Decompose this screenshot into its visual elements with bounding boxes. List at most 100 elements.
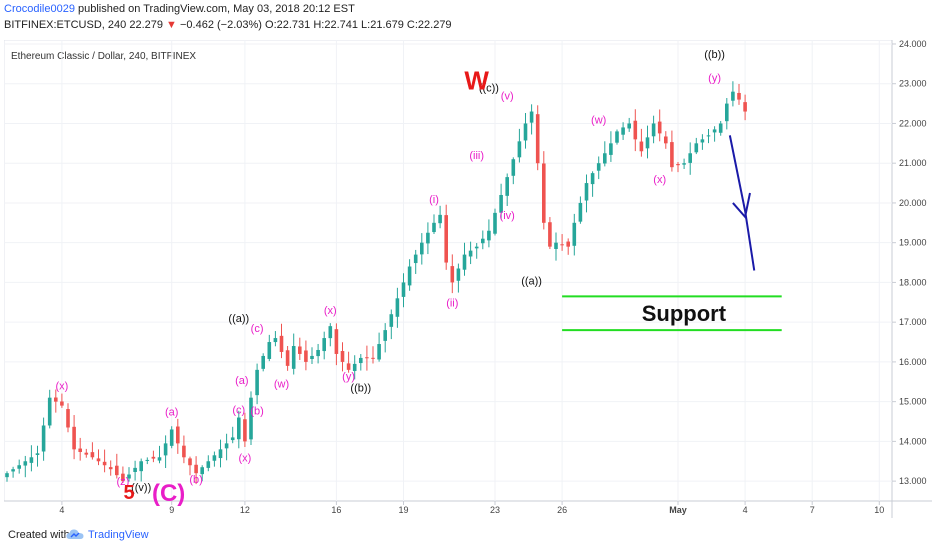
candle-body — [737, 92, 741, 100]
candle-body — [267, 342, 272, 359]
x-tick-label: 7 — [810, 505, 815, 515]
candle-body — [316, 349, 320, 357]
candle-body — [249, 397, 253, 440]
footer: Created with TradingView — [0, 520, 932, 550]
candle-body — [365, 357, 369, 359]
candle-body — [78, 448, 82, 452]
tradingview-cloud-icon[interactable] — [66, 528, 84, 540]
candle-body — [108, 467, 113, 470]
candle-body — [285, 350, 290, 366]
candle-body — [255, 369, 259, 396]
candle-body — [340, 351, 345, 362]
time-axis: 4 9 12 16 19 23 26 May 4 7 10 — [59, 501, 884, 515]
candle-body — [304, 350, 308, 362]
wave-label: ((b)) — [350, 383, 371, 395]
candle-body — [560, 244, 564, 246]
tradingview-link[interactable]: TradingView — [88, 529, 149, 541]
wave-label: (v) — [501, 91, 514, 103]
candle-body — [609, 143, 613, 155]
wave-label: (a) — [165, 407, 178, 419]
wave-labels: (x)(z) ((v))(a)(b)(c) (b)(x)(a)((a))(c)(w)… — [55, 49, 725, 507]
candle-body — [310, 355, 314, 359]
y-tick-label: 14.000 — [899, 436, 927, 446]
candle-body — [481, 238, 485, 244]
x-tick-label: 9 — [169, 505, 174, 515]
candle-body — [712, 129, 717, 133]
candle-body — [438, 214, 442, 224]
candle-body — [474, 246, 479, 249]
candle-body — [47, 397, 52, 426]
candle-body — [639, 141, 644, 152]
x-tick-label: 4 — [59, 505, 64, 515]
candle-body — [529, 111, 534, 123]
candle-body — [359, 357, 363, 364]
y-tick-label: 17.000 — [899, 317, 927, 327]
candle-body — [401, 282, 406, 297]
candle-body — [572, 222, 577, 246]
candle-body — [603, 153, 607, 164]
candle-body — [5, 473, 9, 478]
candle-body — [432, 222, 436, 233]
candle-body — [444, 215, 448, 263]
candle-body — [590, 173, 595, 185]
candle-body — [682, 163, 686, 165]
candle-body — [468, 250, 473, 257]
candle-body — [334, 329, 339, 354]
candle-body — [542, 163, 546, 223]
x-tick-label: May — [669, 505, 687, 515]
candle-body — [407, 266, 412, 286]
candle-body — [627, 123, 631, 129]
wave-label: ((c)) — [479, 83, 499, 95]
candle-body — [676, 164, 680, 166]
wave-label: (ii) — [446, 297, 458, 309]
chart-area[interactable]: Ethereum Classic / Dollar, 240, BITFINEX… — [4, 40, 932, 518]
candle-body — [145, 459, 150, 461]
author-link[interactable]: Crocodile0029 — [4, 3, 75, 15]
wave-label: (x) — [238, 452, 251, 464]
candle-body — [621, 127, 625, 135]
candle-body — [584, 183, 589, 201]
candle-body — [725, 103, 729, 122]
projection-path — [728, 135, 756, 271]
wave-label: (b) — [250, 405, 263, 417]
candles — [5, 81, 747, 485]
price-chart[interactable]: Ethereum Classic / Dollar, 240, BITFINEX… — [4, 40, 932, 518]
y-tick-label: 22.000 — [899, 118, 927, 128]
wave-label: (x) — [324, 305, 337, 317]
y-tick-label: 18.000 — [899, 277, 927, 287]
candle-body — [493, 212, 497, 234]
plot-frame — [4, 40, 893, 502]
candle-body — [718, 123, 723, 133]
publish-info: published on TradingView.com, May 03, 20… — [78, 3, 355, 15]
candle-body — [261, 355, 265, 369]
candle-body — [456, 268, 461, 281]
candle-body — [578, 202, 583, 222]
candle-body — [72, 426, 76, 450]
candle-body — [35, 453, 40, 455]
candle-body — [395, 298, 400, 317]
candle-body — [505, 177, 509, 196]
wave-label: ((a)) — [228, 313, 249, 325]
wave-label: (i) — [429, 194, 439, 206]
wave-label: (a) — [235, 375, 248, 387]
candle-body — [127, 474, 131, 479]
candle-body — [102, 461, 107, 466]
candle-body — [670, 142, 674, 168]
support-zone: Support — [562, 295, 782, 332]
symbol-line: BITFINEX:ETCUSD, 240 22.279 ▼ −0.462 (−2… — [4, 19, 452, 31]
candle-body — [328, 326, 333, 339]
candle-body — [700, 139, 705, 143]
wave-label: ((a)) — [521, 275, 542, 287]
candle-body — [743, 102, 747, 112]
candle-body — [23, 461, 28, 466]
x-tick-label: 19 — [398, 505, 408, 515]
wave-label: (y) — [708, 73, 721, 85]
candle-body — [194, 464, 198, 474]
candle-body — [243, 419, 247, 442]
candle-body — [212, 455, 217, 461]
candle-body — [426, 232, 430, 244]
candle-body — [487, 230, 491, 241]
x-tick-label: 26 — [557, 505, 567, 515]
candle-body — [596, 163, 601, 171]
candle-body — [511, 159, 516, 176]
